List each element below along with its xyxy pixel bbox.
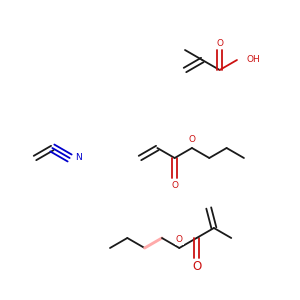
Text: O: O [188, 136, 196, 145]
Text: N: N [75, 154, 82, 163]
Text: O: O [176, 236, 183, 244]
Text: OH: OH [247, 55, 261, 64]
Text: O: O [192, 260, 201, 274]
Text: O: O [171, 182, 178, 190]
Text: O: O [216, 38, 223, 47]
